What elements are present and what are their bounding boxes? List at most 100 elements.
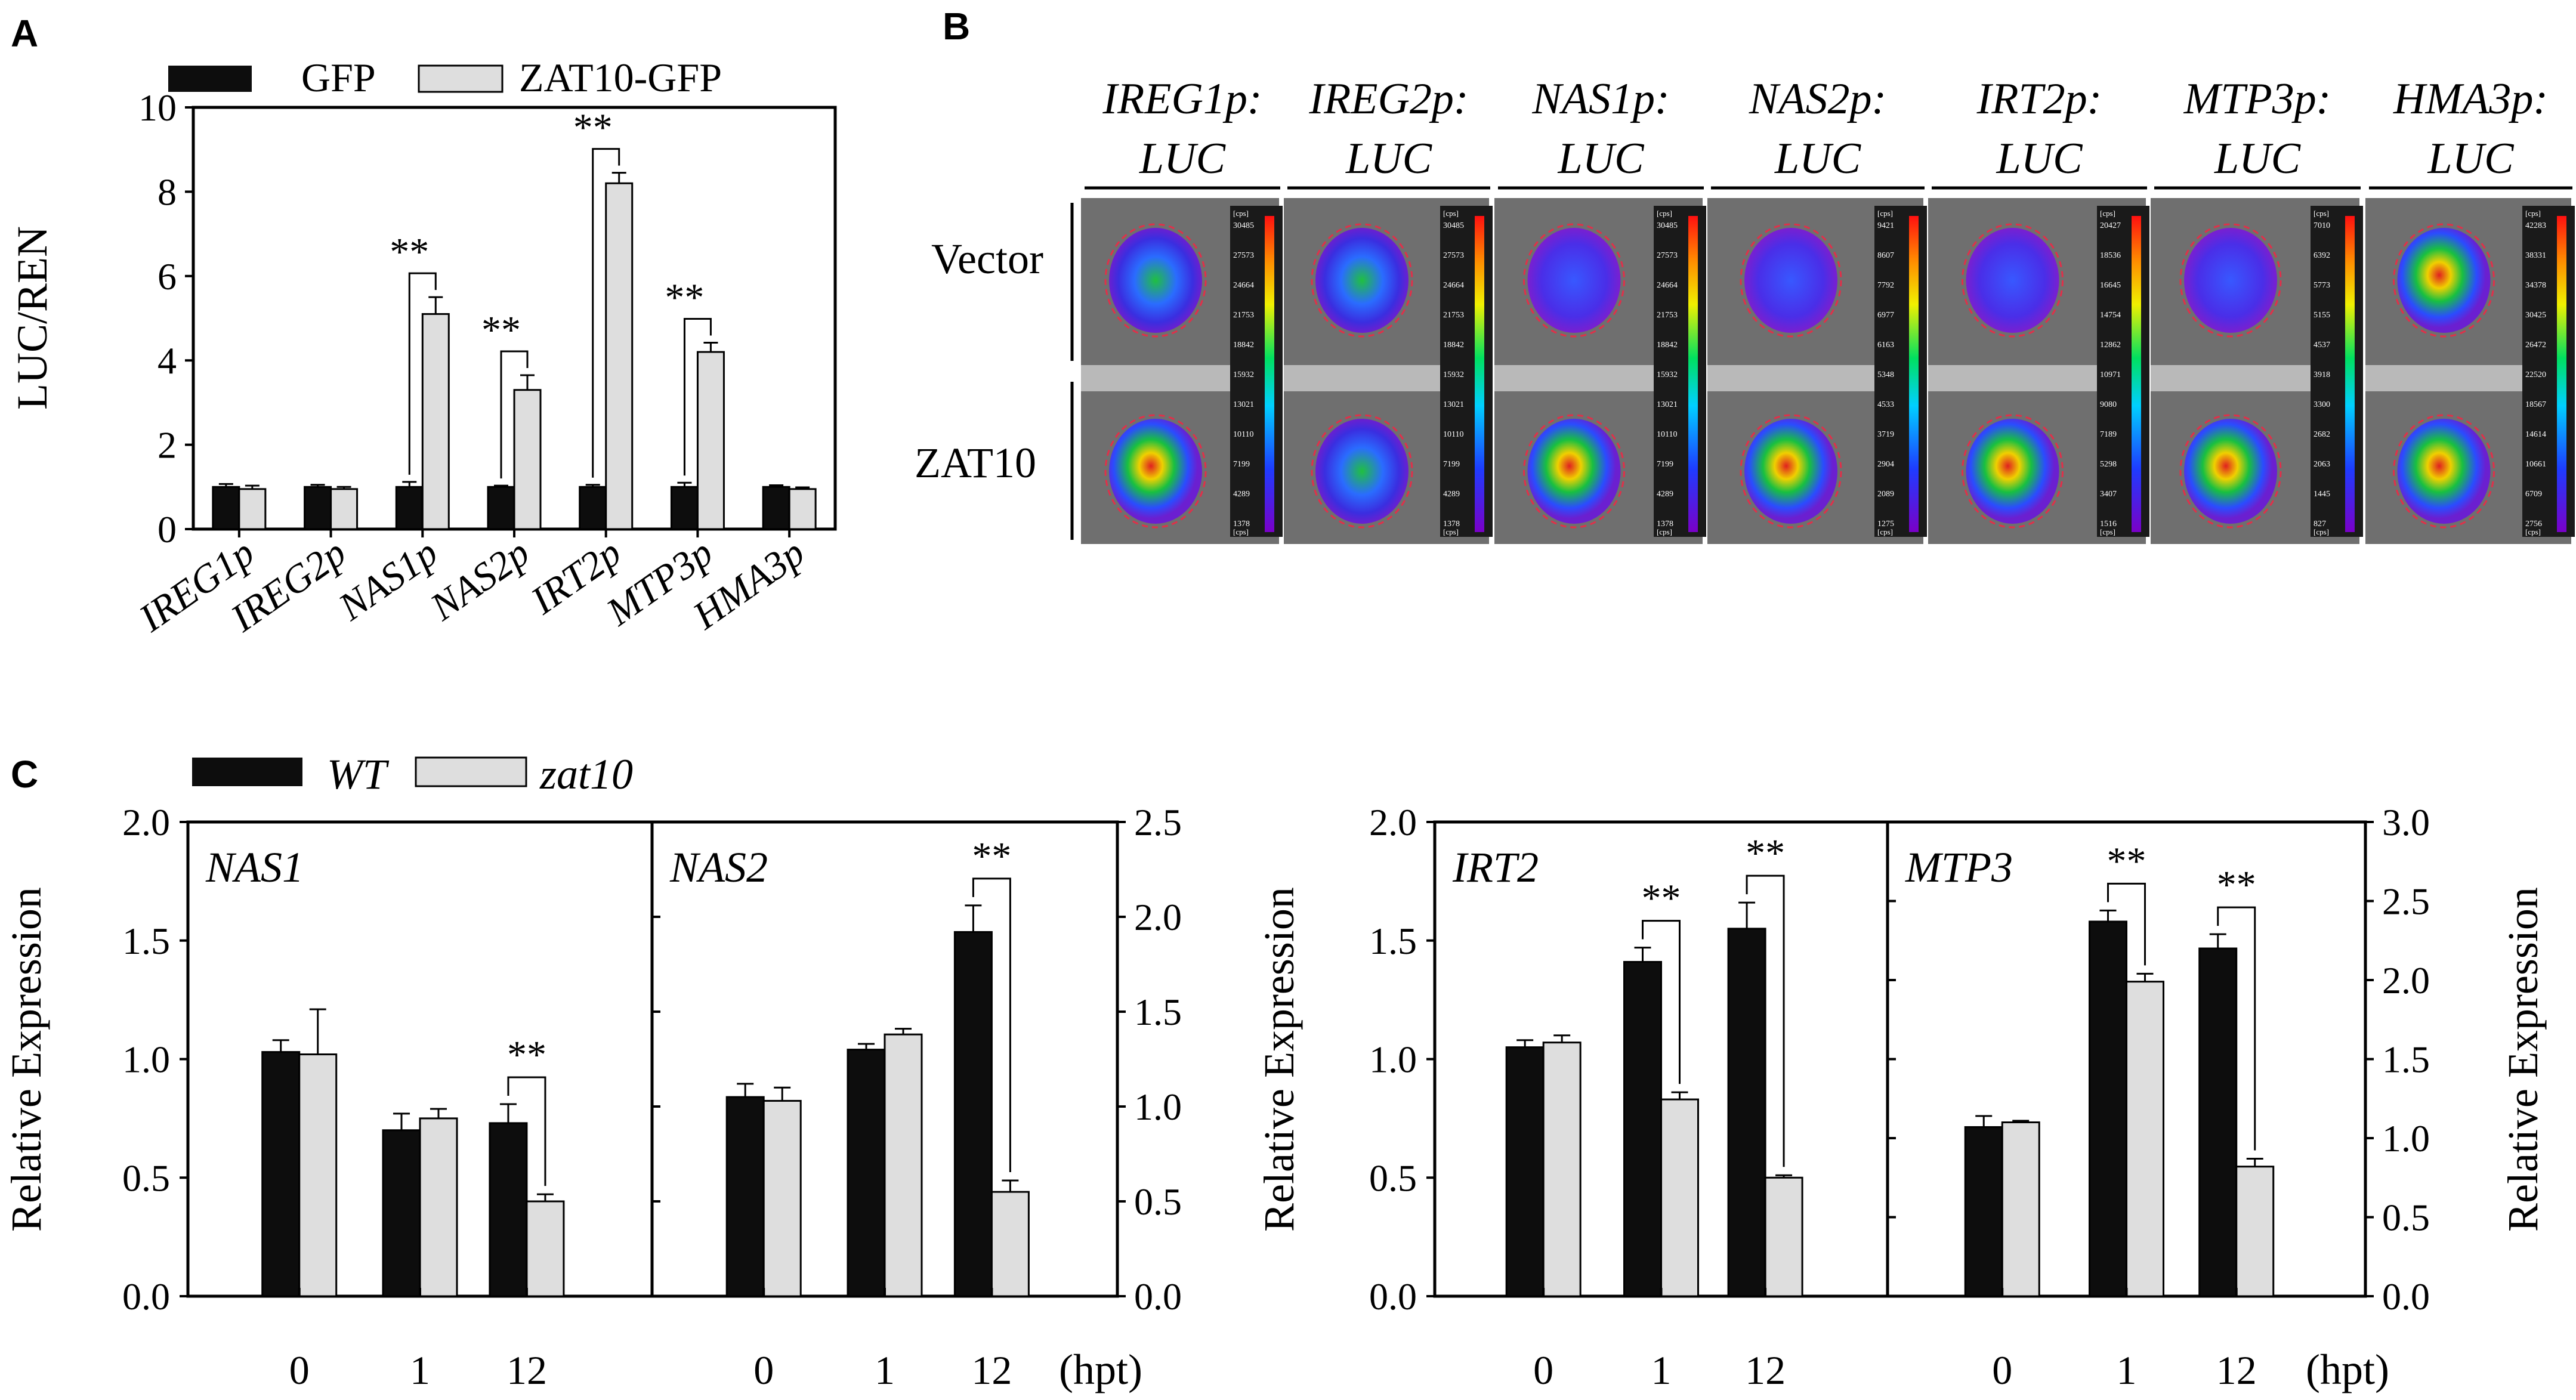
roi-circle-irt2p-vector: [1962, 223, 2064, 338]
bar-nas2-zat10-0: [762, 1099, 802, 1297]
x-tick-label-mtp3-1: 1: [2117, 1348, 2137, 1393]
bar-gfp-nas2p: [487, 486, 515, 530]
bar-mtp3-zat10-12: [2235, 1166, 2275, 1297]
panel-label-b: B: [943, 5, 970, 48]
legend-label-zat10: zat10: [539, 750, 633, 798]
scale-bar-mtp3p: [2345, 216, 2355, 532]
scale-unit-top-ireg1p: [cps]: [1233, 209, 1249, 218]
scale-label-ireg2p-5: 15932: [1443, 370, 1464, 379]
luminescence-spot-hma3p-vector: [2397, 228, 2491, 333]
scale-label-hma3p-7: 14614: [2525, 430, 2546, 439]
y-tick-label-nas2-1-5: 1.5: [1134, 991, 1182, 1033]
bar-nas1-zat10-1: [419, 1117, 458, 1297]
sig-marker-nas2p: **: [481, 308, 521, 352]
luminescence-spot-hma3p-zat10: [2397, 419, 2491, 524]
scale-label-mtp3p-2: 5773: [2314, 281, 2330, 290]
scale-label-irt2p-10: 1516: [2100, 520, 2117, 529]
sig-marker-mtp3p: **: [665, 276, 704, 320]
panel-c-mid-y-label: Relative Expression: [1255, 887, 1303, 1232]
sig-marker-nas1p: **: [390, 230, 429, 274]
bar-nas2-zat10-12: [990, 1191, 1030, 1297]
scale-label-hma3p-9: 6709: [2525, 490, 2542, 499]
y-tick-label-nas1-0-0: 0.0: [122, 1275, 170, 1318]
bar-gfp-irt2p: [579, 486, 607, 530]
sig-bracket-mtp3p: [683, 318, 712, 476]
sig-bracket-nas2p: [500, 350, 529, 479]
bar-irt2-zat10-12: [1764, 1176, 1803, 1297]
construct-mtp3p-line2: LUC: [2214, 134, 2302, 183]
luminescence-spot-nas1p-vector: [1527, 228, 1621, 333]
scale-label-ireg1p-8: 7199: [1233, 460, 1250, 469]
scale-label-mtp3p-9: 1445: [2314, 490, 2330, 499]
panel-c-right-y-label: Relative Expression: [2499, 887, 2547, 1232]
scale-label-nas2p-1: 8607: [1877, 251, 1894, 260]
legend-swatch-zat10: [415, 756, 527, 787]
y-tick-label-nas1-2-0: 2.0: [122, 801, 170, 843]
scale-label-nas1p-1: 27573: [1657, 251, 1678, 260]
sig-bracket-irt2-12: [1746, 874, 1785, 1167]
scale-label-nas2p-7: 3719: [1877, 430, 1894, 439]
construct-ireg2p-line2: LUC: [1345, 134, 1433, 183]
scale-label-mtp3p-3: 5155: [2314, 311, 2330, 320]
luminescence-spot-mtp3p-vector: [2184, 228, 2277, 333]
scale-label-irt2p-3: 14754: [2100, 311, 2121, 320]
x-tick-label-nas1-12: 12: [506, 1348, 547, 1393]
construct-nas2p-line1: NAS2p:: [1749, 75, 1886, 123]
scale-label-nas1p-2: 24664: [1657, 281, 1678, 290]
bar-nas2-zat10-1: [884, 1033, 923, 1297]
sig-marker-irt2p: **: [573, 106, 613, 150]
y-tick-label-0: 0: [157, 508, 177, 551]
y-tick-label-nas1-0-5: 0.5: [122, 1157, 170, 1199]
luminescence-spot-ireg2p-zat10: [1315, 419, 1409, 524]
bar-zat10-gfp-nas2p: [513, 389, 542, 530]
scale-label-mtp3p-5: 3918: [2314, 370, 2330, 379]
scale-label-ireg2p-3: 21753: [1443, 311, 1464, 320]
panel-c-right-x-unit: (hpt): [2306, 1346, 2389, 1393]
bar-zat10-gfp-irt2p: [605, 182, 634, 530]
panel-c-legend: WT zat10: [192, 750, 633, 798]
roi-circle-ireg2p-vector: [1311, 223, 1413, 338]
y-tick-label-mtp3-3-0: 3.0: [2382, 801, 2430, 843]
bar-nas2-wt-1: [847, 1049, 886, 1297]
scale-label-ireg1p-5: 15932: [1233, 370, 1254, 379]
x-tick-label-nas2-0: 0: [753, 1348, 774, 1393]
panel-a-bars: ** ** ** **: [212, 106, 817, 530]
roi-circle-ireg2p-zat10: [1311, 414, 1413, 529]
roi-circle-ireg1p-vector: [1104, 223, 1207, 338]
scale-label-mtp3p-6: 3300: [2314, 400, 2330, 409]
x-tick-label-nas1-0: 0: [289, 1348, 310, 1393]
row-label-zat10: ZAT10: [915, 439, 1036, 487]
scale-label-hma3p-6: 18567: [2525, 400, 2546, 409]
x-tick-label-nas2p: NAS2p: [422, 530, 538, 629]
y-tick-label-irt2-0-0: 0.0: [1369, 1275, 1417, 1318]
scale-unit-top-nas2p: [cps]: [1877, 209, 1893, 218]
sig-marker-nas2-12: **: [972, 835, 1011, 878]
panel-label-c: C: [11, 753, 38, 796]
y-tick-label-6: 6: [157, 255, 177, 298]
scale-label-ireg2p-0: 30485: [1443, 221, 1464, 230]
y-tick-label-mtp3-0-0: 0.0: [2382, 1275, 2430, 1318]
sig-bracket-mtp3-12: [2217, 906, 2256, 1151]
bar-nas1-zat10-0: [298, 1053, 338, 1297]
scale-unit-top-mtp3p: [cps]: [2314, 209, 2329, 218]
scale-unit-bottom-hma3p: [cps]: [2525, 527, 2541, 536]
bar-mtp3-zat10-0: [2001, 1121, 2040, 1297]
bar-irt2-wt-12: [1727, 928, 1766, 1297]
roi-circle-nas1p-vector: [1523, 223, 1625, 338]
scale-label-ireg2p-4: 18842: [1443, 341, 1464, 350]
scale-label-hma3p-5: 22520: [2525, 370, 2546, 379]
bar-mtp3-wt-0: [1964, 1126, 2003, 1297]
scale-label-nas1p-0: 30485: [1657, 221, 1678, 230]
scale-label-ireg2p-10: 1378: [1443, 520, 1460, 529]
scale-label-ireg1p-2: 24664: [1233, 281, 1254, 290]
scale-label-nas2p-0: 9421: [1877, 221, 1894, 230]
row-label-vector: Vector: [931, 235, 1043, 283]
scale-label-irt2p-9: 3407: [2100, 490, 2117, 499]
scale-unit-bottom-ireg1p: [cps]: [1233, 527, 1249, 536]
y-tick-label-nas1-1-0: 1.0: [122, 1039, 170, 1081]
sig-marker-irt2-1: **: [1642, 877, 1681, 920]
scale-label-nas2p-4: 6163: [1877, 341, 1894, 350]
sig-bracket-nas2-12: [972, 877, 1011, 1173]
scale-label-ireg1p-7: 10110: [1233, 430, 1253, 439]
